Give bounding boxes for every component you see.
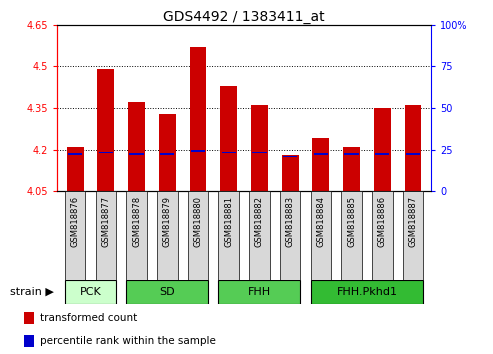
Bar: [280, 191, 300, 280]
Bar: [191, 150, 205, 152]
Text: FHH: FHH: [248, 287, 271, 297]
Bar: [218, 191, 239, 280]
Text: GSM818876: GSM818876: [70, 195, 80, 247]
Text: GSM818884: GSM818884: [317, 195, 325, 247]
Bar: [24, 335, 34, 347]
Bar: [343, 147, 360, 191]
Text: PCK: PCK: [79, 287, 102, 297]
Text: percentile rank within the sample: percentile rank within the sample: [40, 336, 216, 346]
Text: FHH.Pkhd1: FHH.Pkhd1: [336, 287, 397, 297]
Bar: [126, 280, 208, 304]
Bar: [128, 102, 145, 191]
Bar: [160, 153, 175, 155]
Bar: [159, 114, 176, 191]
Bar: [374, 108, 390, 191]
Bar: [406, 153, 420, 155]
Bar: [96, 191, 116, 280]
Bar: [218, 280, 300, 304]
Bar: [189, 47, 207, 191]
Bar: [65, 191, 85, 280]
Bar: [99, 152, 113, 153]
Bar: [314, 153, 328, 155]
Bar: [283, 156, 297, 157]
Text: GSM818879: GSM818879: [163, 195, 172, 247]
Text: GSM818886: GSM818886: [378, 195, 387, 247]
Bar: [24, 312, 34, 324]
Text: GSM818881: GSM818881: [224, 195, 233, 247]
Bar: [372, 191, 392, 280]
Title: GDS4492 / 1383411_at: GDS4492 / 1383411_at: [163, 10, 325, 24]
Bar: [98, 69, 114, 191]
Text: GSM818887: GSM818887: [408, 195, 418, 247]
Text: GSM818882: GSM818882: [255, 195, 264, 247]
Bar: [220, 86, 237, 191]
Bar: [341, 191, 362, 280]
Bar: [282, 155, 299, 191]
Bar: [403, 191, 423, 280]
Text: GSM818885: GSM818885: [347, 195, 356, 247]
Bar: [311, 280, 423, 304]
Bar: [375, 153, 389, 155]
Text: GSM818877: GSM818877: [102, 195, 110, 247]
Bar: [311, 191, 331, 280]
Text: strain ▶: strain ▶: [10, 287, 54, 297]
Bar: [188, 191, 208, 280]
Bar: [313, 138, 329, 191]
Text: transformed count: transformed count: [40, 313, 138, 323]
Text: GSM818878: GSM818878: [132, 195, 141, 247]
Bar: [67, 147, 84, 191]
Bar: [251, 105, 268, 191]
Bar: [65, 280, 116, 304]
Bar: [252, 152, 267, 153]
Bar: [157, 191, 177, 280]
Bar: [344, 153, 359, 155]
Bar: [221, 152, 236, 153]
Text: GSM818880: GSM818880: [193, 195, 203, 247]
Text: GSM818883: GSM818883: [285, 195, 295, 247]
Bar: [68, 153, 82, 155]
Bar: [404, 105, 422, 191]
Bar: [126, 191, 147, 280]
Bar: [249, 191, 270, 280]
Text: SD: SD: [159, 287, 175, 297]
Bar: [129, 153, 144, 155]
